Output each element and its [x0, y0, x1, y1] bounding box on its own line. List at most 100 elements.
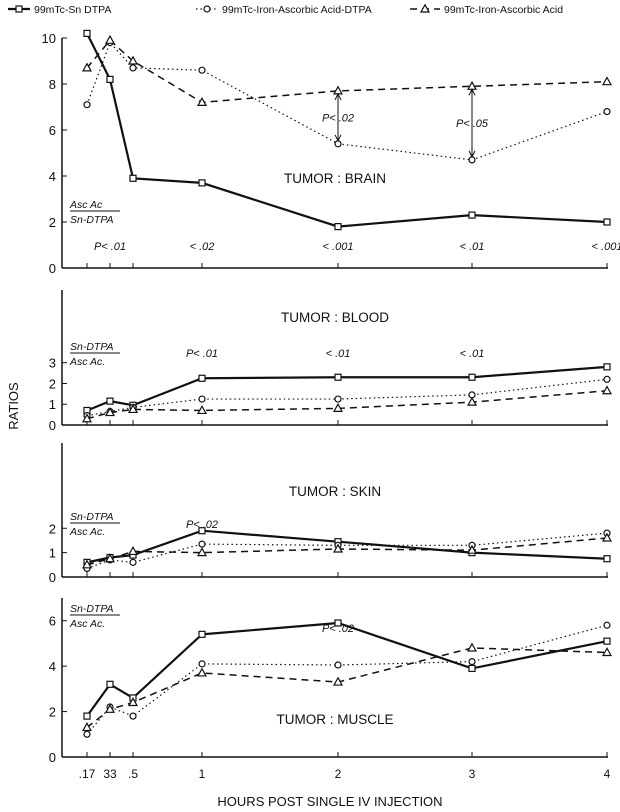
legend: 99mTc-Sn DTPA 99mTc-Iron-Ascorbic Acid-DT… — [8, 3, 563, 16]
p-value-label: < .01 — [326, 348, 351, 360]
data-point — [603, 363, 611, 371]
data-point — [83, 29, 91, 37]
y-axis-title: RATIOS — [6, 382, 21, 430]
p-value-label: P< .02 — [186, 519, 218, 531]
y-tick-label: 0 — [49, 261, 56, 276]
data-point — [104, 34, 116, 44]
data-point — [334, 619, 342, 627]
data-point — [104, 703, 116, 713]
series-3 — [81, 532, 613, 569]
x-tick-label: .17 — [79, 767, 96, 781]
p-value-label: < .01 — [460, 348, 485, 360]
data-point — [334, 395, 342, 403]
p-value-label: < .001 — [592, 241, 620, 253]
y-tick-label: 2 — [49, 215, 56, 230]
y-tick-label: 0 — [49, 418, 56, 433]
ratio-denominator: Asc Ac. — [69, 526, 105, 538]
data-point — [466, 396, 478, 406]
data-point — [198, 179, 206, 187]
data-point — [83, 101, 91, 109]
data-point — [601, 385, 613, 395]
data-point — [81, 559, 93, 569]
data-point — [198, 66, 206, 74]
data-point — [104, 407, 116, 417]
series-line — [86, 621, 608, 717]
data-point — [83, 712, 91, 720]
y-tick-label: 2 — [49, 376, 56, 391]
x-tick-label: 4 — [604, 767, 611, 781]
y-tick-label: 10 — [42, 31, 56, 46]
data-point — [466, 544, 478, 554]
x-tick-label: 3 — [469, 767, 476, 781]
p-value-label: < .01 — [460, 241, 485, 253]
ratio-numerator: Sn-DTPA — [70, 341, 114, 353]
significance-arrow: P< .05 — [456, 88, 489, 159]
panel-title: TUMOR : BRAIN — [284, 171, 386, 186]
data-point — [468, 657, 476, 666]
data-point — [196, 405, 208, 415]
data-point — [127, 55, 139, 65]
series-3 — [81, 642, 613, 732]
panel-title: TUMOR : SKIN — [289, 484, 381, 499]
ratio-label: Sn-DTPA Asc Ac. — [69, 341, 120, 368]
arrow-head — [334, 134, 342, 142]
data-point — [334, 373, 342, 381]
legend-label: 99mTc-Sn DTPA — [34, 4, 111, 16]
panel-2: 0 1 2 3 TUMOR : BLOOD Sn-DTPA Asc Ac. P< .01 < .… — [49, 290, 613, 433]
y-tick-label: 4 — [49, 659, 56, 674]
p-value-label: P< .01 — [94, 241, 126, 253]
ratio-label: Sn-DTPA Asc Ac. — [69, 511, 120, 538]
data-point — [196, 667, 208, 677]
series-line — [86, 32, 608, 228]
data-point — [198, 374, 206, 382]
data-point — [468, 211, 476, 219]
data-point — [129, 712, 137, 720]
x-axis-tick-labels: .17 33 .5 1 2 3 4 — [79, 767, 611, 781]
data-point — [198, 660, 206, 668]
series-3 — [81, 34, 613, 106]
ratio-denominator: Asc Ac. — [69, 356, 105, 368]
data-point — [332, 543, 344, 553]
series-2 — [83, 38, 611, 164]
series-line — [86, 41, 608, 161]
series-line — [86, 389, 608, 420]
arrow-head — [468, 88, 476, 96]
x-tick-label: 2 — [335, 767, 342, 781]
data-point — [603, 375, 611, 383]
ratio-numerator: Asc Ac — [69, 199, 103, 211]
x-tick-label: .5 — [128, 767, 138, 781]
legend-item: 99mTc-Iron-Ascorbic Acid-DTPA — [196, 4, 372, 16]
panel-1: 0 2 4 6 8 10 TUMOR : BRAIN Asc Ac Sn-DTPA P< .01 <… — [42, 29, 620, 276]
data-point — [81, 722, 93, 732]
ratio-numerator: Sn-DTPA — [70, 511, 114, 523]
p-value-label: < .02 — [190, 241, 215, 253]
y-tick-label: 4 — [49, 169, 56, 184]
p-value-label: P< .05 — [456, 118, 489, 130]
data-point — [603, 218, 611, 226]
y-tick-label: 0 — [49, 570, 56, 585]
data-point — [129, 174, 137, 182]
p-value-label: P< .02 — [322, 623, 354, 635]
data-point — [106, 680, 114, 688]
p-value-label: P< .01 — [186, 348, 218, 360]
series-2 — [83, 529, 611, 573]
data-point — [81, 413, 93, 423]
data-point — [468, 373, 476, 381]
data-point — [196, 547, 208, 557]
series-1 — [83, 29, 611, 231]
y-tick-label: 0 — [49, 750, 56, 765]
data-point — [198, 540, 206, 548]
series-1 — [83, 527, 611, 566]
data-point — [198, 630, 206, 638]
y-tick-label: 1 — [49, 397, 56, 412]
ratio-label: Sn-DTPA Asc Ac. — [69, 603, 120, 630]
y-tick-label: 3 — [49, 356, 56, 371]
ratio-label: Asc Ac Sn-DTPA — [69, 199, 120, 226]
y-tick-label: 2 — [49, 521, 56, 536]
series-1 — [83, 363, 611, 415]
x-tick-label: 33 — [103, 767, 117, 781]
x-axis-title: HOURS POST SINGLE IV INJECTION — [217, 794, 442, 809]
data-point — [104, 553, 116, 563]
legend-label: 99mTc-Iron-Ascorbic Acid-DTPA — [222, 4, 372, 16]
